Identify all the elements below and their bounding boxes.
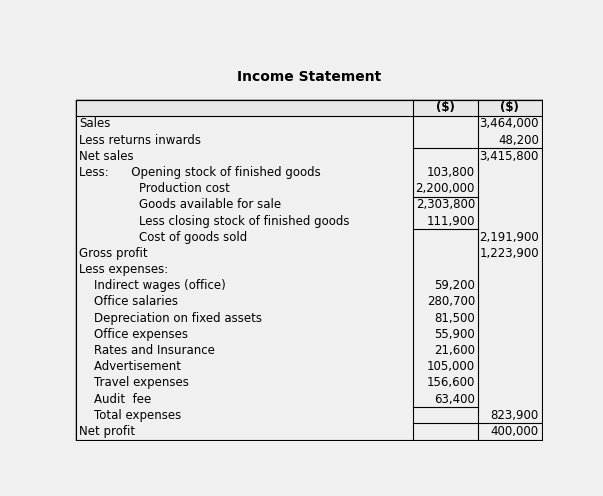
Bar [77, 261, 541, 278]
Bar [77, 310, 541, 326]
Bar [77, 197, 541, 213]
Text: Less expenses:: Less expenses: [79, 263, 168, 276]
Text: 2,191,900: 2,191,900 [479, 231, 539, 244]
Text: Less:      Opening stock of finished goods: Less: Opening stock of finished goods [79, 166, 321, 179]
Bar [77, 100, 541, 439]
Text: Production cost: Production cost [79, 182, 230, 195]
Text: 1,223,900: 1,223,900 [479, 247, 539, 260]
Bar [77, 116, 541, 132]
Text: Goods available for sale: Goods available for sale [79, 198, 281, 211]
Bar [77, 342, 541, 359]
Text: Income Statement: Income Statement [237, 70, 381, 84]
Text: 103,800: 103,800 [427, 166, 475, 179]
Bar [77, 164, 541, 181]
Text: Total expenses: Total expenses [79, 409, 182, 422]
Bar [77, 278, 541, 294]
Text: 156,600: 156,600 [426, 376, 475, 389]
Bar [77, 229, 541, 246]
Bar [77, 424, 541, 439]
Text: 2,200,000: 2,200,000 [415, 182, 475, 195]
Text: Advertisement: Advertisement [79, 360, 181, 373]
Text: 400,000: 400,000 [491, 425, 539, 438]
Text: 823,900: 823,900 [491, 409, 539, 422]
Bar [77, 181, 541, 197]
Text: Less returns inwards: Less returns inwards [79, 133, 201, 147]
Text: 111,900: 111,900 [426, 214, 475, 228]
Text: 21,600: 21,600 [434, 344, 475, 357]
Text: Office expenses: Office expenses [79, 328, 188, 341]
Text: Office salaries: Office salaries [79, 296, 178, 309]
Text: Less closing stock of finished goods: Less closing stock of finished goods [79, 214, 350, 228]
Text: ($): ($) [436, 101, 455, 114]
Bar [77, 100, 541, 116]
Text: 105,000: 105,000 [427, 360, 475, 373]
Bar [77, 375, 541, 391]
Bar [77, 148, 541, 164]
Bar [77, 407, 541, 424]
Text: 59,200: 59,200 [434, 279, 475, 292]
Bar [77, 132, 541, 148]
Text: Gross profit: Gross profit [79, 247, 148, 260]
Text: 3,464,000: 3,464,000 [479, 118, 539, 130]
Bar [77, 359, 541, 375]
Text: 280,700: 280,700 [427, 296, 475, 309]
Text: 63,400: 63,400 [434, 392, 475, 406]
Text: Audit  fee: Audit fee [79, 392, 151, 406]
Text: 81,500: 81,500 [434, 311, 475, 325]
Text: ($): ($) [500, 101, 519, 114]
Text: 55,900: 55,900 [434, 328, 475, 341]
Text: 3,415,800: 3,415,800 [479, 150, 539, 163]
Bar [77, 213, 541, 229]
Bar [77, 391, 541, 407]
Text: Indirect wages (office): Indirect wages (office) [79, 279, 226, 292]
Bar [77, 294, 541, 310]
Text: Travel expenses: Travel expenses [79, 376, 189, 389]
Text: 48,200: 48,200 [498, 133, 539, 147]
Text: Depreciation on fixed assets: Depreciation on fixed assets [79, 311, 262, 325]
Text: Cost of goods sold: Cost of goods sold [79, 231, 247, 244]
Text: Net profit: Net profit [79, 425, 135, 438]
Bar [77, 326, 541, 342]
Text: Rates and Insurance: Rates and Insurance [79, 344, 215, 357]
Bar [77, 246, 541, 261]
Text: 2,303,800: 2,303,800 [415, 198, 475, 211]
Text: Net sales: Net sales [79, 150, 134, 163]
Text: Sales: Sales [79, 118, 110, 130]
